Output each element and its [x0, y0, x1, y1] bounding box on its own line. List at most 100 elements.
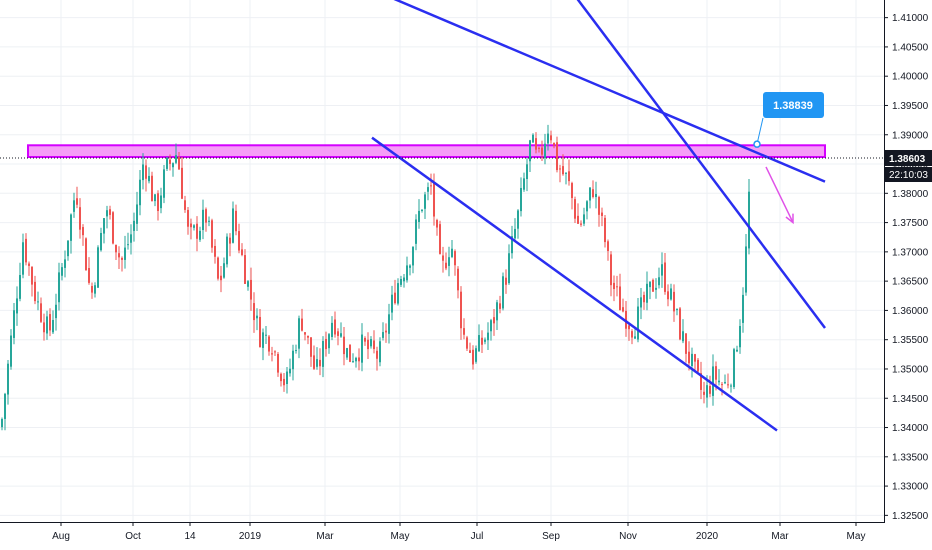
candle-body: [115, 244, 117, 253]
candle-body: [376, 350, 378, 359]
candle-body: [715, 366, 717, 380]
candle-body: [211, 220, 213, 248]
candle-body: [97, 247, 99, 288]
candle-body: [106, 210, 108, 217]
candle-body: [712, 366, 714, 396]
candle-body: [580, 223, 582, 225]
resistance-zone: [27, 144, 826, 159]
candle-body: [634, 336, 636, 339]
y-axis[interactable]: 1.410001.405001.400001.395001.390001.385…: [884, 0, 932, 550]
candle-body: [688, 351, 690, 364]
candle-body: [70, 214, 72, 241]
candle-body: [412, 247, 414, 266]
candle-body: [253, 303, 255, 321]
candle-body: [271, 353, 273, 355]
candle-body: [13, 310, 15, 338]
candle-body: [373, 340, 375, 350]
x-tick-label: May: [391, 531, 410, 542]
x-axis[interactable]: Aug Oct 14 2019 Mar May Jul Sep Nov 2020 Mar May: [0, 522, 932, 550]
y-tick-label: 1.39500: [892, 101, 929, 112]
candle-body: [7, 363, 9, 395]
timer-tag: [885, 166, 932, 182]
candle-body: [541, 147, 543, 155]
candle-body: [100, 232, 102, 251]
candle-body: [385, 330, 387, 333]
y-tick-label: 1.37000: [892, 247, 929, 258]
annotations: 1.38839: [753, 92, 824, 225]
channel-lines: [371, 0, 826, 432]
candle-body: [238, 231, 240, 251]
candle-body: [205, 209, 207, 223]
candle-body: [349, 344, 351, 362]
candle-body: [694, 354, 696, 362]
candle-body: [622, 307, 624, 312]
candle-body: [526, 164, 528, 180]
candle-body: [277, 353, 279, 373]
candle-body: [415, 219, 417, 244]
candle-body: [493, 317, 495, 324]
current-price-tag: [885, 149, 932, 166]
candle-body: [124, 247, 126, 260]
candle-body: [457, 268, 459, 291]
candle-body: [730, 385, 732, 387]
y-axis-background: [884, 0, 932, 550]
candle-body: [481, 337, 483, 345]
channel-line: [371, 136, 778, 432]
candle-body: [358, 357, 360, 362]
candle-body: [235, 210, 237, 232]
candle-body: [1, 418, 3, 428]
candle-body: [568, 171, 570, 182]
current-price-label: 1.38603: [889, 154, 926, 165]
candle-body: [259, 316, 261, 347]
candle-body: [133, 220, 135, 231]
candle-body: [553, 142, 555, 146]
candle-body: [103, 218, 105, 234]
candle-body: [223, 263, 225, 278]
candle-body: [421, 209, 423, 212]
candle-body: [226, 236, 228, 265]
candle-body: [619, 286, 621, 311]
candle-body: [139, 179, 141, 206]
callout-label: 1.38839: [773, 100, 813, 112]
candle-body: [733, 349, 735, 388]
x-tick-label: Nov: [619, 531, 637, 542]
candle-body: [508, 253, 510, 284]
bearish-arrow-head: [785, 213, 794, 225]
y-tick-label: 1.35000: [892, 364, 929, 375]
candle-body: [151, 175, 153, 202]
candle-body: [454, 251, 456, 266]
candle-body: [340, 333, 342, 337]
candle-body: [664, 262, 666, 292]
candle-body: [424, 194, 426, 209]
candle-body: [55, 304, 57, 319]
candle-body: [337, 331, 339, 336]
candle-body: [511, 236, 513, 254]
candle-body: [742, 294, 744, 323]
candle-body: [208, 220, 210, 222]
candle-body: [325, 338, 327, 350]
candle-body: [598, 197, 600, 215]
candle-body: [478, 335, 480, 352]
candle-body: [661, 264, 663, 276]
candle-body: [403, 277, 405, 282]
candle-body: [217, 257, 219, 279]
y-tick-label: 1.40000: [892, 72, 929, 83]
candle-body: [418, 210, 420, 222]
candle-body: [43, 322, 45, 333]
candle-body: [559, 168, 561, 170]
candle-body: [112, 212, 114, 244]
candle-body: [136, 204, 138, 224]
candle-body: [706, 385, 708, 398]
candle-body: [370, 339, 372, 347]
candle-body: [724, 382, 726, 384]
candle-body: [193, 225, 195, 228]
callout-connector: [756, 117, 764, 145]
candle-body: [127, 244, 129, 246]
candle-body: [547, 133, 549, 144]
candle-body: [121, 257, 123, 260]
candle-body: [394, 292, 396, 304]
candle-body: [310, 337, 312, 357]
candle-body: [4, 393, 6, 419]
candle-body: [379, 341, 381, 363]
